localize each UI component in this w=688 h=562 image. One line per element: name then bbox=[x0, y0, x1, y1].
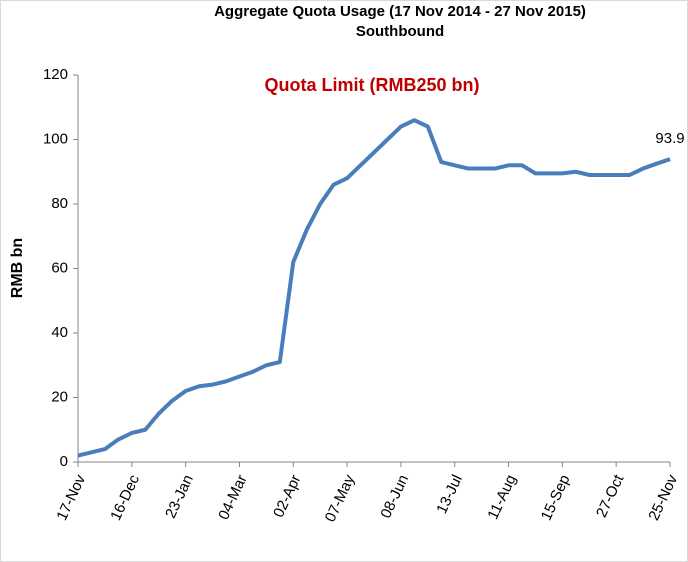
y-tick-label: 40 bbox=[51, 324, 68, 341]
y-tick-label: 120 bbox=[43, 66, 68, 83]
chart-title: Aggregate Quota Usage (17 Nov 2014 - 27 … bbox=[214, 3, 586, 20]
y-axis-title: RMB bn bbox=[9, 238, 26, 298]
y-tick-label: 80 bbox=[51, 195, 68, 212]
data-line bbox=[77, 118, 671, 458]
chart-subtitle: Southbound bbox=[356, 23, 444, 40]
y-tick-label: 100 bbox=[43, 130, 68, 147]
annotation: Quota Limit (RMB250 bn) bbox=[265, 75, 480, 95]
data-label: 93.9 bbox=[655, 130, 684, 147]
y-tick-label: 0 bbox=[60, 453, 68, 470]
y-tick-label: 60 bbox=[51, 259, 68, 276]
y-tick-label: 20 bbox=[51, 388, 68, 405]
